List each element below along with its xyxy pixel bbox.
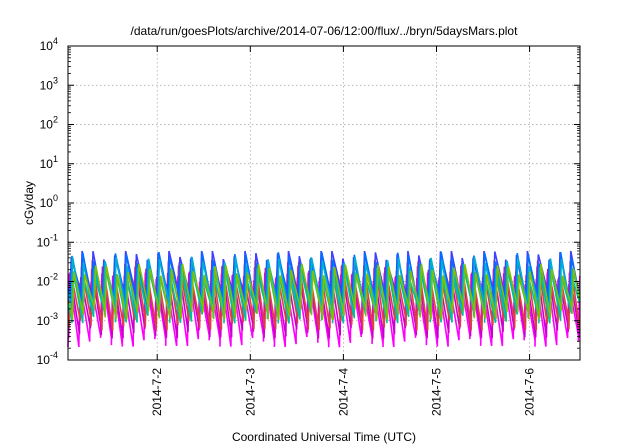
y-tick-label: 101 [40, 154, 58, 171]
x-tick-label: 2014-7-6 [523, 368, 537, 416]
x-tick-label: 2014-7-2 [150, 368, 164, 416]
y-tick-label: 10-3 [37, 311, 58, 328]
x-axis: 2014-7-2 2014-7-3 2014-7-4 2014-7-5 2014-7-6 [150, 46, 537, 416]
y-tick-label: 104 [40, 36, 58, 53]
y-tick-label: 10-2 [37, 272, 58, 289]
x-tick-label: 2014-7-4 [336, 368, 350, 416]
series-line [68, 263, 581, 320]
y-tick-label: 10-1 [37, 232, 58, 249]
x-tick-label: 2014-7-3 [243, 368, 257, 416]
y-tick-label: 100 [40, 193, 58, 210]
y-tick-label: 10-4 [37, 350, 58, 367]
y-axis-label: cGy/day [22, 181, 36, 225]
plot-series [67, 250, 581, 348]
y-axis: 10-4 10-3 10-2 10-1 100 101 102 103 104 [37, 36, 580, 367]
chart-title: /data/run/goesPlots/archive/2014-07-06/1… [131, 24, 519, 38]
y-tick-label: 103 [40, 75, 58, 92]
y-tick-label: 102 [40, 115, 58, 132]
x-axis-label: Coordinated Universal Time (UTC) [232, 430, 416, 444]
x-tick-label: 2014-7-5 [429, 368, 443, 416]
